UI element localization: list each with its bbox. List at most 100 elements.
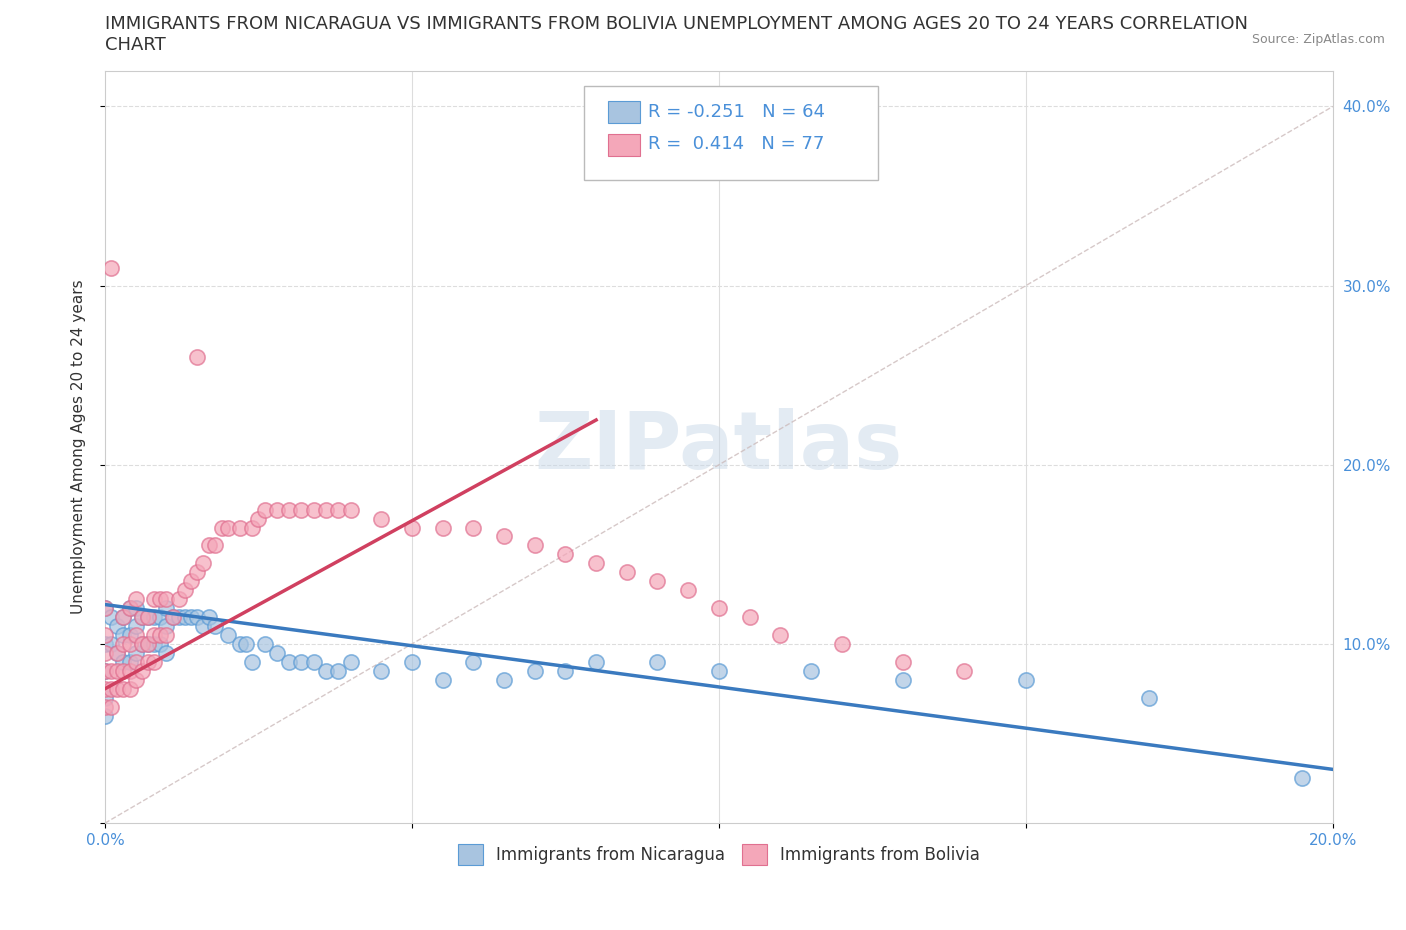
Text: Source: ZipAtlas.com: Source: ZipAtlas.com <box>1251 33 1385 46</box>
Point <box>432 520 454 535</box>
Point <box>800 663 823 678</box>
Point <box>193 618 215 633</box>
Point <box>253 502 276 517</box>
Point <box>162 610 184 625</box>
Point <box>112 663 135 678</box>
Point <box>266 502 288 517</box>
Point <box>118 628 141 643</box>
Point <box>136 636 159 651</box>
Point <box>125 601 148 616</box>
Point <box>94 645 117 660</box>
Point <box>100 682 122 697</box>
Point <box>463 655 485 670</box>
Point <box>315 502 337 517</box>
Point <box>105 645 128 660</box>
Point <box>118 601 141 616</box>
Point <box>173 610 195 625</box>
Point <box>105 618 128 633</box>
Point <box>149 636 172 651</box>
Point <box>136 610 159 625</box>
Point <box>131 610 153 625</box>
Point <box>211 520 233 535</box>
Point <box>94 663 117 678</box>
Point <box>105 645 128 660</box>
Point <box>131 610 153 625</box>
Point <box>167 591 190 606</box>
Point <box>229 520 252 535</box>
Text: ZIPatlas: ZIPatlas <box>534 408 903 485</box>
Point <box>235 636 257 651</box>
Point <box>149 610 172 625</box>
Point <box>1137 690 1160 705</box>
Point <box>125 628 148 643</box>
Point <box>94 601 117 616</box>
Point <box>112 610 135 625</box>
Point <box>100 260 122 275</box>
Point <box>94 628 117 643</box>
Point <box>278 502 301 517</box>
Point <box>492 672 515 687</box>
Point <box>204 618 226 633</box>
Point <box>94 708 117 723</box>
Point <box>155 645 177 660</box>
Point <box>647 574 669 589</box>
Point <box>240 520 263 535</box>
Point <box>136 610 159 625</box>
Point <box>266 645 288 660</box>
Point <box>125 672 148 687</box>
Point <box>186 350 208 365</box>
Point <box>136 655 159 670</box>
Point <box>523 538 546 552</box>
Point <box>1015 672 1038 687</box>
Point <box>125 591 148 606</box>
Point <box>370 512 392 526</box>
Point <box>523 663 546 678</box>
Point <box>100 699 122 714</box>
Point <box>831 636 853 651</box>
Point <box>143 655 166 670</box>
Point <box>738 610 761 625</box>
Point <box>240 655 263 670</box>
Point <box>143 591 166 606</box>
Point <box>131 663 153 678</box>
Point <box>112 636 135 651</box>
Point <box>328 502 350 517</box>
Point <box>891 672 914 687</box>
Point <box>118 663 141 678</box>
Point <box>432 672 454 687</box>
Point <box>125 645 148 660</box>
Point <box>143 610 166 625</box>
Point <box>155 601 177 616</box>
FancyBboxPatch shape <box>609 100 640 124</box>
Point <box>290 502 312 517</box>
Point <box>616 565 638 579</box>
Point <box>647 655 669 670</box>
Point <box>328 663 350 678</box>
Point <box>554 547 576 562</box>
Point <box>105 682 128 697</box>
Point <box>217 520 239 535</box>
Point <box>143 636 166 651</box>
Point <box>131 636 153 651</box>
FancyBboxPatch shape <box>583 86 879 179</box>
Legend: Immigrants from Nicaragua, Immigrants from Bolivia: Immigrants from Nicaragua, Immigrants fr… <box>451 838 987 871</box>
Point <box>136 636 159 651</box>
Point <box>162 610 184 625</box>
Point <box>492 529 515 544</box>
Point <box>118 636 141 651</box>
Point <box>118 601 141 616</box>
Point <box>118 655 141 670</box>
Point <box>186 565 208 579</box>
Point <box>149 591 172 606</box>
Point <box>891 655 914 670</box>
Point <box>290 655 312 670</box>
Point <box>94 601 117 616</box>
Point <box>105 663 128 678</box>
Point <box>198 538 221 552</box>
Point <box>585 556 607 571</box>
FancyBboxPatch shape <box>609 134 640 156</box>
Point <box>193 556 215 571</box>
Point <box>155 591 177 606</box>
Point <box>112 610 135 625</box>
Point <box>167 610 190 625</box>
